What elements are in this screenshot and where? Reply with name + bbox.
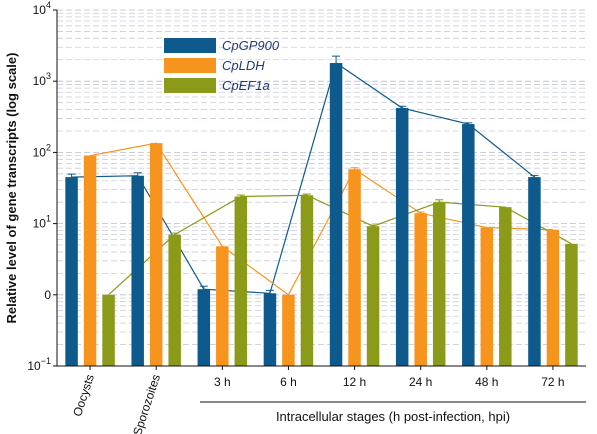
y-tick-label: 102 bbox=[33, 142, 51, 159]
bar-cpldh-2 bbox=[216, 246, 229, 366]
bar-cpgp900-5 bbox=[395, 108, 409, 366]
x-tick-label: 72 h bbox=[541, 375, 564, 389]
bar-cpgp900-3 bbox=[263, 293, 277, 366]
bar-cpef1a-2 bbox=[234, 196, 248, 366]
group-label: Intracellular stages (h post-infection, … bbox=[276, 409, 510, 424]
x-tick-label: 24 h bbox=[409, 375, 432, 389]
bar-cpef1a-5 bbox=[432, 202, 446, 366]
bar-cpldh-6 bbox=[480, 227, 494, 366]
y-tick-label: 103 bbox=[33, 71, 51, 88]
bar-cpldh-7 bbox=[546, 229, 560, 366]
bar-cpgp900-2 bbox=[197, 289, 211, 366]
y-tick-label: 101 bbox=[33, 214, 51, 231]
bar-cpef1a-4 bbox=[366, 226, 380, 366]
legend-label-cpef1a: CpEF1a bbox=[222, 78, 270, 93]
trend-line-cpgp900 bbox=[71, 62, 535, 294]
x-tick-label: Sporozoites bbox=[130, 373, 163, 434]
bar-cpldh-4 bbox=[348, 169, 361, 366]
y-tick-labels: 104 103 102 101 0 10−1 bbox=[27, 0, 51, 373]
legend-label-cpgp900: CpGP900 bbox=[222, 38, 280, 53]
bar-cpldh-1 bbox=[149, 143, 163, 366]
axes bbox=[53, 9, 586, 367]
bar-cpef1a-0 bbox=[102, 294, 115, 366]
legend: CpGP900 CpLDH CpEF1a bbox=[164, 38, 280, 93]
legend-swatch-cpldh bbox=[164, 58, 216, 73]
trend-line-cpldh bbox=[89, 142, 553, 296]
bar-cpldh-3 bbox=[282, 294, 295, 366]
bar-cpgp900-4 bbox=[329, 63, 343, 366]
bar-cpgp900-6 bbox=[462, 124, 475, 366]
legend-swatch-cpgp900 bbox=[164, 38, 216, 53]
y-axis-label: Relative level of gene transcripts (log … bbox=[4, 53, 19, 324]
y-tick-label: 10−1 bbox=[27, 356, 51, 373]
y-tick-label: 0 bbox=[44, 288, 51, 302]
x-tick-label: 3 h bbox=[214, 375, 231, 389]
grid bbox=[57, 9, 586, 367]
y-tick-label: 104 bbox=[33, 0, 51, 17]
bar-cpef1a-1 bbox=[168, 234, 181, 366]
bar-cpldh-5 bbox=[414, 213, 427, 366]
bar-cpgp900-7 bbox=[528, 177, 541, 366]
x-tick-label: 48 h bbox=[475, 375, 498, 389]
trend-lines bbox=[71, 62, 572, 296]
bar-cpldh-0 bbox=[83, 155, 97, 366]
bar-cpgp900-1 bbox=[131, 175, 144, 366]
bar-cpef1a-6 bbox=[499, 207, 512, 366]
x-tick-label: Oocysts bbox=[70, 373, 97, 419]
x-tick-label: 6 h bbox=[280, 375, 297, 389]
bar-cpef1a-7 bbox=[565, 243, 578, 366]
x-tick-label: 12 h bbox=[343, 375, 366, 389]
bar-cpef1a-3 bbox=[300, 195, 314, 366]
bars bbox=[65, 55, 578, 366]
bar-cpgp900-0 bbox=[65, 177, 78, 366]
legend-label-cpldh: CpLDH bbox=[222, 58, 265, 73]
legend-swatch-cpef1a bbox=[164, 78, 216, 93]
